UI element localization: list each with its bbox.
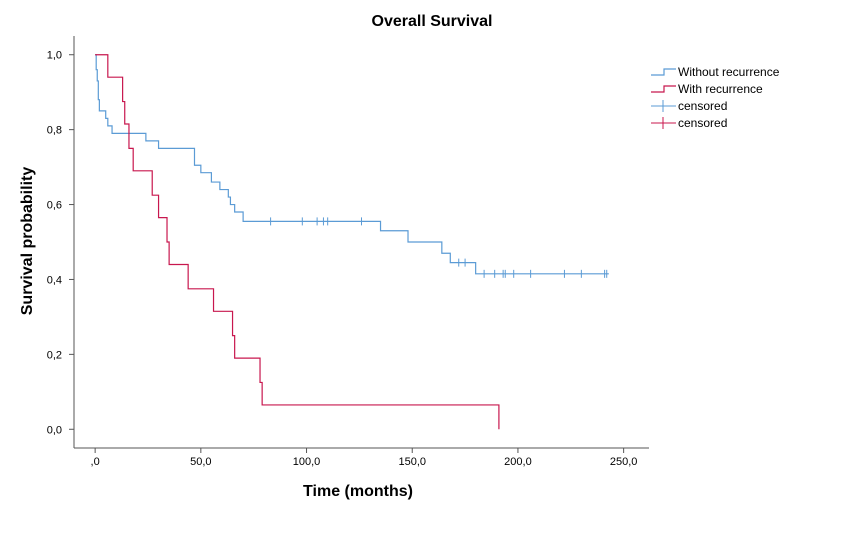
y-tick-label: 0,8 (47, 125, 62, 137)
x-tick-label: 50,0 (190, 456, 211, 468)
legend-series-label: With recurrence (678, 82, 763, 96)
x-tick-label: 250,0 (610, 456, 638, 468)
y-tick-label: 1,0 (47, 50, 62, 62)
chart-title: Overall Survival (372, 13, 493, 30)
legend-censored-label: censored (678, 116, 727, 130)
x-tick-label: 150,0 (398, 456, 426, 468)
legend-series-label: Without recurrence (678, 65, 780, 79)
plot-area: 0,0 0,2 0,4 0,6 0,8 1,0 ,0 50,0 100,0 150,0 200,0 2… (47, 36, 649, 468)
y-axis-title: Survival probability (19, 167, 36, 316)
legend-censored-label: censored (678, 99, 727, 113)
legend: Without recurrence With recurrence censore… (651, 65, 780, 130)
y-tick-label: 0,0 (47, 424, 62, 436)
legend-line-swatch (651, 85, 676, 93)
survival-curve-without-recurrence (95, 54, 609, 275)
x-tick-label: ,0 (91, 456, 100, 468)
y-tick-label: 0,4 (47, 274, 62, 286)
x-tick-label: 100,0 (293, 456, 321, 468)
legend-line-swatch (651, 68, 676, 76)
x-axis-title: Time (months) (303, 483, 413, 500)
survival-curve-with-recurrence (95, 54, 500, 430)
y-tick-label: 0,6 (47, 200, 62, 212)
y-tick-label: 0,2 (47, 349, 62, 361)
x-tick-label: 200,0 (504, 456, 532, 468)
